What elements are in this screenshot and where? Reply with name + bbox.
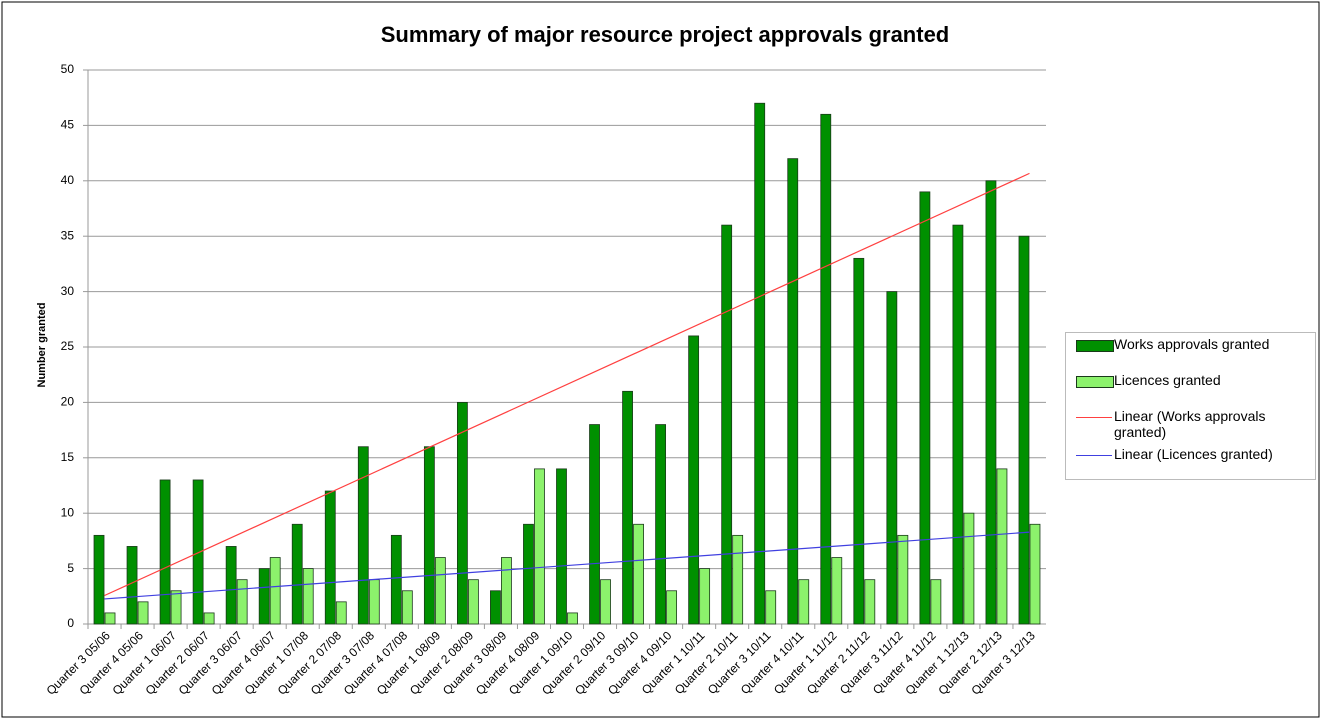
bar — [501, 557, 512, 625]
y-tick-label: 20 — [61, 395, 75, 409]
bar — [721, 224, 733, 625]
bar — [886, 291, 898, 625]
bar — [423, 446, 435, 625]
y-tick-label: 45 — [61, 118, 75, 132]
y-axis-label: Number granted — [36, 303, 48, 388]
bar — [589, 424, 600, 625]
bar — [368, 579, 380, 625]
bar — [952, 224, 964, 625]
bar — [556, 468, 567, 625]
bar — [919, 191, 931, 625]
y-tick-label: 10 — [61, 505, 75, 519]
y-tick-label: 50 — [61, 62, 75, 76]
legend-swatch — [1076, 376, 1114, 388]
bar — [963, 512, 975, 625]
bar — [324, 490, 336, 625]
bar — [456, 401, 468, 625]
bar — [203, 612, 215, 625]
bar — [787, 158, 799, 625]
legend-label: Licences granted — [1114, 372, 1221, 388]
bar — [159, 479, 171, 625]
bar — [666, 590, 678, 625]
trendline — [104, 531, 1030, 600]
bar — [732, 534, 744, 625]
bar — [269, 557, 281, 625]
legend-item: Linear (Works approvals granted) — [1076, 408, 1312, 440]
legend-item: Linear (Licences granted) — [1076, 446, 1312, 462]
legend-item: Licences granted — [1076, 372, 1312, 388]
bar — [930, 579, 942, 625]
bar — [688, 335, 700, 625]
y-tick-label: 40 — [61, 173, 75, 187]
chart-title: Summary of major resource project approv… — [381, 22, 950, 47]
bar — [335, 601, 347, 625]
legend-label: Linear (Licences granted) — [1114, 446, 1273, 462]
bar — [798, 579, 810, 625]
bar — [534, 468, 545, 625]
legend-swatch — [1076, 412, 1114, 418]
bar — [633, 523, 644, 625]
bar — [490, 590, 501, 625]
bar — [699, 568, 711, 625]
bar — [225, 546, 237, 625]
bar — [567, 612, 578, 625]
bar — [126, 546, 138, 625]
bar — [137, 601, 149, 625]
bar — [357, 446, 369, 625]
bar — [93, 534, 105, 625]
bar — [170, 590, 182, 625]
y-tick-label: 30 — [61, 284, 75, 298]
legend-item: Works approvals granted — [1076, 336, 1312, 352]
bar — [401, 590, 413, 625]
bar — [622, 390, 633, 625]
bar — [600, 579, 611, 625]
bar — [523, 523, 534, 625]
bar — [985, 180, 997, 625]
bar — [1029, 523, 1041, 625]
bar — [291, 523, 303, 625]
bar — [864, 579, 876, 625]
y-tick-label: 0 — [67, 616, 74, 630]
bar — [104, 612, 116, 625]
bar — [434, 557, 446, 625]
y-tick-label: 25 — [61, 339, 75, 353]
bar — [236, 579, 248, 625]
y-tick-label: 35 — [61, 228, 75, 242]
bar — [467, 579, 479, 625]
trendline — [104, 172, 1030, 597]
bar — [302, 568, 314, 625]
legend: Works approvals granted Licences granted L… — [1065, 332, 1316, 480]
bar — [258, 568, 270, 625]
bar — [996, 468, 1008, 625]
bar — [831, 557, 843, 625]
y-tick-label: 5 — [67, 561, 74, 575]
bar — [765, 590, 777, 625]
bar — [820, 113, 832, 625]
bar — [390, 534, 402, 625]
bar — [897, 534, 909, 625]
bar — [754, 102, 766, 625]
legend-swatch — [1076, 340, 1114, 352]
bar — [1018, 235, 1030, 625]
legend-label: Works approvals granted — [1114, 336, 1270, 352]
legend-label: Linear (Works approvals granted) — [1114, 408, 1266, 440]
bar — [853, 257, 865, 625]
y-tick-label: 15 — [61, 450, 75, 464]
legend-swatch — [1076, 450, 1114, 456]
bar — [655, 424, 667, 625]
bar — [192, 479, 204, 625]
